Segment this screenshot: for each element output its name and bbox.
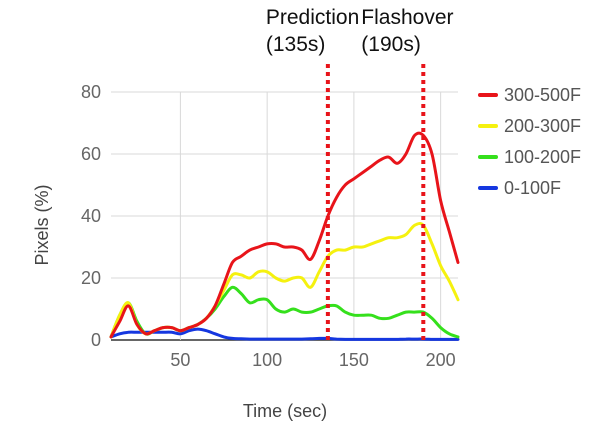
legend: 300-500F 200-300F 100-200F 0-100F <box>478 85 581 198</box>
series-line-100-200F <box>109 285 460 339</box>
series-line-0-100F <box>109 327 460 341</box>
x-tick-label: 200 <box>426 350 456 370</box>
legend-label: 200-300F <box>504 116 581 136</box>
x-axis-label: Time (sec) <box>243 401 327 421</box>
x-tick-label: 150 <box>339 350 369 370</box>
y-tick-label: 80 <box>81 82 101 102</box>
series-lines <box>109 131 460 341</box>
y-tick-label: 60 <box>81 144 101 164</box>
series-line-300-500F <box>109 131 460 339</box>
y-axis-label: Pixels (%) <box>32 184 52 265</box>
annotation-value: (135s) <box>266 33 326 56</box>
y-tick-label: 20 <box>81 268 101 288</box>
annotations: Prediction (135s) Flashover (190s) <box>266 6 454 340</box>
annotation-label: Flashover <box>361 6 453 29</box>
x-tick-label: 100 <box>252 350 282 370</box>
annotation-label: Prediction <box>266 6 359 29</box>
annotation-value: (190s) <box>361 33 421 56</box>
x-tick-label: 50 <box>170 350 190 370</box>
legend-label: 0-100F <box>504 178 561 198</box>
y-tick-label: 0 <box>91 330 101 350</box>
tick-labels: 0 20 40 60 80 50 100 150 200 <box>81 82 456 370</box>
legend-label: 300-500F <box>504 85 581 105</box>
legend-label: 100-200F <box>504 147 581 167</box>
series-line-200-300F <box>109 222 460 339</box>
grid <box>111 91 458 341</box>
y-tick-label: 40 <box>81 206 101 226</box>
